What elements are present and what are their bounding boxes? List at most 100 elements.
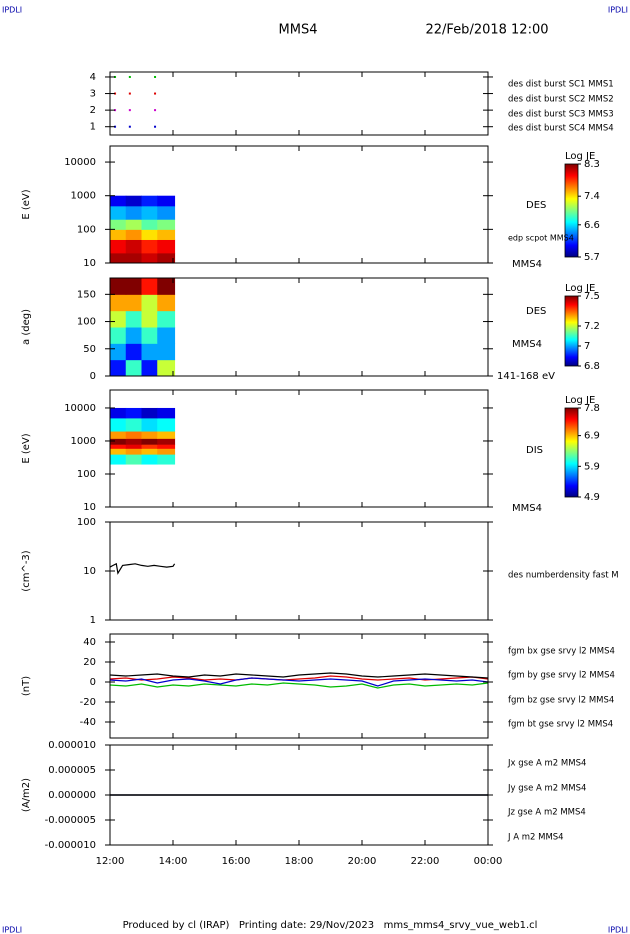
heat-cell (141, 310, 158, 328)
y-tick-label: 10000 (64, 157, 96, 168)
heat-cell (157, 431, 176, 439)
plot-area (114, 75, 157, 128)
y-tick-label: 100 (77, 469, 96, 480)
plot-area (110, 672, 488, 689)
point (114, 92, 117, 95)
date: 22/Feb/2018 12:00 (426, 23, 549, 38)
heat-cell (157, 417, 176, 432)
x-tick-label: 12:00 (96, 856, 125, 867)
heat-cell (157, 454, 176, 465)
series-line (110, 672, 488, 679)
y-tick-label: 1 (90, 122, 96, 133)
heat-cell (157, 229, 176, 240)
heat-cell (110, 327, 127, 344)
heat-cell (110, 454, 127, 465)
y-tick-label: 100 (77, 317, 96, 328)
footer: Produced by cl (IRAP) Printing date: 29/… (123, 920, 538, 931)
y-tick-label: 1000 (71, 191, 96, 202)
heat-cell (110, 407, 127, 419)
colorbar-tick-label: 5.7 (584, 252, 600, 263)
heat-cell (125, 327, 142, 344)
legend-entry: fgm bx gse srvy l2 MMS4 (508, 647, 615, 657)
heat-cell (141, 229, 158, 240)
heat-cell (110, 417, 127, 432)
heat-cell (110, 438, 127, 445)
heat-cell (141, 454, 158, 465)
heat-cell (110, 195, 127, 207)
point (114, 75, 117, 78)
y-tick-label: 4 (90, 72, 96, 83)
y-tick-label: 0 (90, 677, 96, 688)
title: MMS4 (279, 23, 318, 38)
point (128, 92, 131, 95)
legend-entry: des numberdensity fast M (508, 571, 619, 581)
footer-tag: IPDLI (608, 926, 628, 934)
heat-cell (125, 417, 142, 432)
heat-cell (110, 229, 127, 240)
plot-area (110, 407, 176, 465)
legend-entry: fgm by gse srvy l2 MMS4 (508, 671, 615, 681)
heat-cell (110, 343, 127, 361)
point (154, 92, 157, 95)
heat-cell (141, 278, 158, 295)
y-tick-label: 150 (77, 289, 96, 300)
colorbar-tick-label: 8.3 (584, 159, 600, 170)
x-tick-label: 22:00 (411, 856, 440, 867)
point (128, 75, 131, 78)
x-tick-label: 16:00 (222, 856, 251, 867)
colorbar-tick-label: 6.6 (584, 220, 600, 231)
y-axis-label: (cm^-3) (21, 550, 32, 591)
y-tick-label: 50 (83, 344, 96, 355)
y-axis-label: a (deg) (21, 309, 32, 345)
heat-cell (110, 205, 127, 220)
y-tick-label: -40 (80, 717, 96, 728)
heat-cell (125, 438, 142, 445)
colorbar-tick-label: 6.8 (584, 361, 600, 372)
heat-cell (125, 278, 142, 295)
heat-cell (141, 431, 158, 439)
heat-cell (157, 448, 176, 455)
colorbar-tick-label: 7.8 (584, 403, 600, 414)
y-tick-label: 10 (83, 258, 96, 269)
y-tick-label: -20 (80, 697, 96, 708)
heat-cell (141, 219, 158, 230)
heat-cell (157, 327, 176, 344)
point (128, 125, 131, 128)
y-tick-label: 0.000005 (48, 765, 96, 776)
y-tick-label: 100 (77, 224, 96, 235)
heat-cell (125, 407, 142, 419)
point (114, 109, 117, 112)
heat-cell (125, 239, 142, 254)
colorbar-tick-label: 7 (584, 341, 590, 352)
heat-cell (110, 444, 127, 449)
point (128, 109, 131, 112)
heat-cell (125, 229, 142, 240)
header-tag: IPDLI (608, 6, 628, 15)
colorbar-label: Log JE (565, 395, 595, 406)
heat-cell (141, 407, 158, 419)
heat-cell (141, 448, 158, 455)
heat-cell (141, 239, 158, 254)
colorbar (564, 163, 579, 258)
heat-cell (141, 343, 158, 361)
heat-cell (110, 310, 127, 328)
side-label: MMS4 (512, 503, 542, 514)
side-label: DIS (526, 445, 543, 456)
colorbar-label: Log JE (565, 283, 595, 294)
series-line (110, 677, 488, 687)
side-label: 141-168 eV (497, 371, 555, 382)
header-tag: IPDLI (2, 6, 22, 15)
legend-entry: Jy gse A m2 MMS4 (507, 784, 586, 794)
legend-entry: des dist burst SC3 MMS3 (508, 110, 614, 120)
y-axis-label: (A/m2) (21, 778, 32, 812)
side-label: DES (526, 306, 546, 317)
heat-cell (110, 448, 127, 455)
legend-entry: Jx gse A m2 MMS4 (507, 759, 586, 769)
y-tick-label: 10000 (64, 403, 96, 414)
legend-entry: des dist burst SC1 MMS1 (508, 80, 614, 90)
heat-cell (125, 219, 142, 230)
heat-cell (110, 239, 127, 254)
x-tick-label: 00:00 (474, 856, 503, 867)
heat-cell (157, 252, 176, 263)
